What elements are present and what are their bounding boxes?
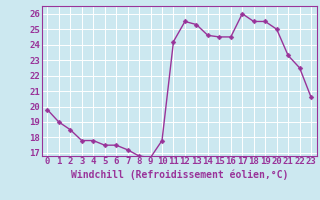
X-axis label: Windchill (Refroidissement éolien,°C): Windchill (Refroidissement éolien,°C)	[70, 169, 288, 180]
